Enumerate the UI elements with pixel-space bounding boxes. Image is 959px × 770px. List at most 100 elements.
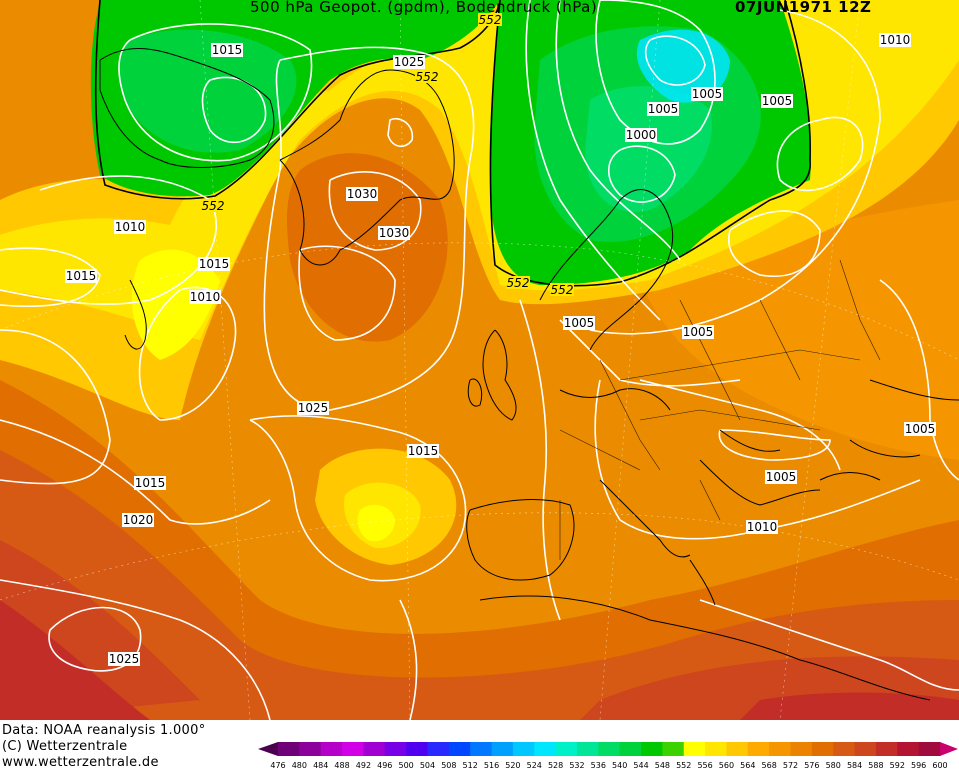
legend-swatch bbox=[641, 742, 663, 756]
isobar-label: 1005 bbox=[905, 422, 936, 436]
geopotential-label: 552 bbox=[507, 276, 530, 290]
legend-swatch bbox=[299, 742, 322, 756]
isobar-label: 1030 bbox=[379, 226, 410, 240]
legend-tick-label: 548 bbox=[655, 761, 670, 770]
legend-tick-label: 552 bbox=[676, 761, 691, 770]
isobar-label: 1010 bbox=[115, 220, 146, 234]
legend-swatch bbox=[897, 742, 920, 756]
isobar-label: 1010 bbox=[190, 290, 221, 304]
isobar-label: 1020 bbox=[123, 513, 154, 527]
legend-swatch bbox=[918, 742, 941, 756]
graticule bbox=[0, 0, 959, 721]
website: www.wetterzentrale.de bbox=[2, 755, 159, 770]
legend-tick-label: 500 bbox=[398, 761, 413, 770]
legend-swatch bbox=[576, 742, 599, 756]
isobar-label: 1015 bbox=[199, 257, 230, 271]
legend-swatch bbox=[363, 742, 386, 756]
legend-swatch bbox=[769, 742, 792, 756]
color-legend: 476 480 484 488 492 496 500 504 508 512 516 520 524 5… bbox=[258, 742, 958, 770]
legend-swatch bbox=[534, 742, 557, 756]
legend-swatch bbox=[662, 742, 685, 756]
isobar-label: 1005 bbox=[648, 102, 679, 116]
isobar-label: 1005 bbox=[564, 316, 595, 330]
legend-tick-label: 496 bbox=[377, 761, 392, 770]
isobar-label: 1015 bbox=[408, 444, 439, 458]
legend-swatch bbox=[790, 742, 813, 756]
legend-swatch bbox=[320, 742, 343, 756]
legend-tick-label: 476 bbox=[270, 761, 285, 770]
legend-tick-label: 520 bbox=[505, 761, 520, 770]
geopotential-label: 552 bbox=[479, 13, 502, 27]
geopotential-label: 552 bbox=[551, 283, 574, 297]
isobar-label: 1015 bbox=[66, 269, 97, 283]
legend-arrow-left bbox=[258, 742, 278, 756]
legend-tick-label: 532 bbox=[569, 761, 584, 770]
legend-swatch bbox=[427, 742, 450, 756]
legend-tick-label: 480 bbox=[292, 761, 307, 770]
legend-swatch bbox=[598, 742, 621, 756]
legend-tick-label: 564 bbox=[740, 761, 755, 770]
isobar-label: 1005 bbox=[683, 325, 714, 339]
isobar-label: 1005 bbox=[692, 87, 723, 101]
legend-tick-label: 600 bbox=[932, 761, 947, 770]
legend-tick-label: 484 bbox=[313, 761, 328, 770]
coastlines bbox=[99, 47, 959, 701]
legend-tick-label: 576 bbox=[804, 761, 819, 770]
geopotential-labels: 552 552 552 552 552 bbox=[201, 13, 574, 297]
isobar-label: 1005 bbox=[766, 470, 797, 484]
legend-swatch bbox=[491, 742, 514, 756]
isobar-label: 1010 bbox=[880, 33, 911, 47]
legend-swatch bbox=[512, 742, 535, 756]
isobar-label: 1025 bbox=[109, 652, 140, 666]
legend-swatch bbox=[278, 742, 300, 756]
legend-swatch bbox=[705, 742, 727, 756]
legend-tick-label: 580 bbox=[826, 761, 841, 770]
country-borders bbox=[559, 259, 881, 560]
geopotential-label: 552 bbox=[202, 199, 225, 213]
legend-swatch bbox=[726, 742, 749, 756]
legend-tick-label: 568 bbox=[762, 761, 777, 770]
isobars bbox=[0, 0, 959, 721]
legend-swatch bbox=[811, 742, 834, 756]
geopotential-552-contour bbox=[94, 0, 812, 287]
isobar-label: 1005 bbox=[762, 94, 793, 108]
legend-tick-label: 588 bbox=[868, 761, 883, 770]
map-title: 500 hPa Geopot. (gpdm), Bodendruck (hPa) bbox=[250, 0, 598, 16]
isobar-label: 1010 bbox=[747, 520, 778, 534]
legend-swatch bbox=[448, 742, 471, 756]
legend-tick-label: 556 bbox=[697, 761, 712, 770]
legend-swatch bbox=[470, 742, 493, 756]
legend-swatch bbox=[619, 742, 642, 756]
legend-tick-label: 592 bbox=[890, 761, 905, 770]
legend-swatch bbox=[875, 742, 898, 756]
isobar-label: 1000 bbox=[626, 128, 657, 142]
legend-swatch bbox=[854, 742, 877, 756]
legend-tick-label: 528 bbox=[548, 761, 563, 770]
legend-tick-label: 524 bbox=[527, 761, 542, 770]
legend-tick-label: 572 bbox=[783, 761, 798, 770]
legend-tick-label: 560 bbox=[719, 761, 734, 770]
legend-swatch bbox=[384, 742, 407, 756]
isobar-label: 1015 bbox=[135, 476, 166, 490]
isobar-labels: 1015 1025 1010 1005 1005 1005 1000 1030 1030 1010… bbox=[65, 33, 936, 666]
legend-tick-label: 596 bbox=[911, 761, 926, 770]
legend-tick-label: 512 bbox=[463, 761, 478, 770]
copyright: (C) Wetterzentrale bbox=[2, 739, 128, 754]
legend-swatch bbox=[683, 742, 706, 756]
isobar-label: 1025 bbox=[298, 401, 329, 415]
isobar-label: 1015 bbox=[212, 43, 243, 57]
legend-swatch bbox=[747, 742, 770, 756]
legend-tick-label: 488 bbox=[334, 761, 349, 770]
legend-tick-label: 584 bbox=[847, 761, 862, 770]
legend-swatch bbox=[342, 742, 364, 756]
map-date: 07JUN1971 12Z bbox=[735, 0, 872, 16]
legend-tick-label: 536 bbox=[591, 761, 606, 770]
legend-tick-label: 492 bbox=[356, 761, 371, 770]
legend-tick-label: 504 bbox=[420, 761, 435, 770]
legend-tick-label: 508 bbox=[441, 761, 456, 770]
isobar-label: 1030 bbox=[347, 187, 378, 201]
data-source: Data: NOAA reanalysis 1.000° bbox=[2, 723, 206, 738]
legend-arrow-right bbox=[940, 742, 958, 756]
isobar-label: 1025 bbox=[394, 55, 425, 69]
